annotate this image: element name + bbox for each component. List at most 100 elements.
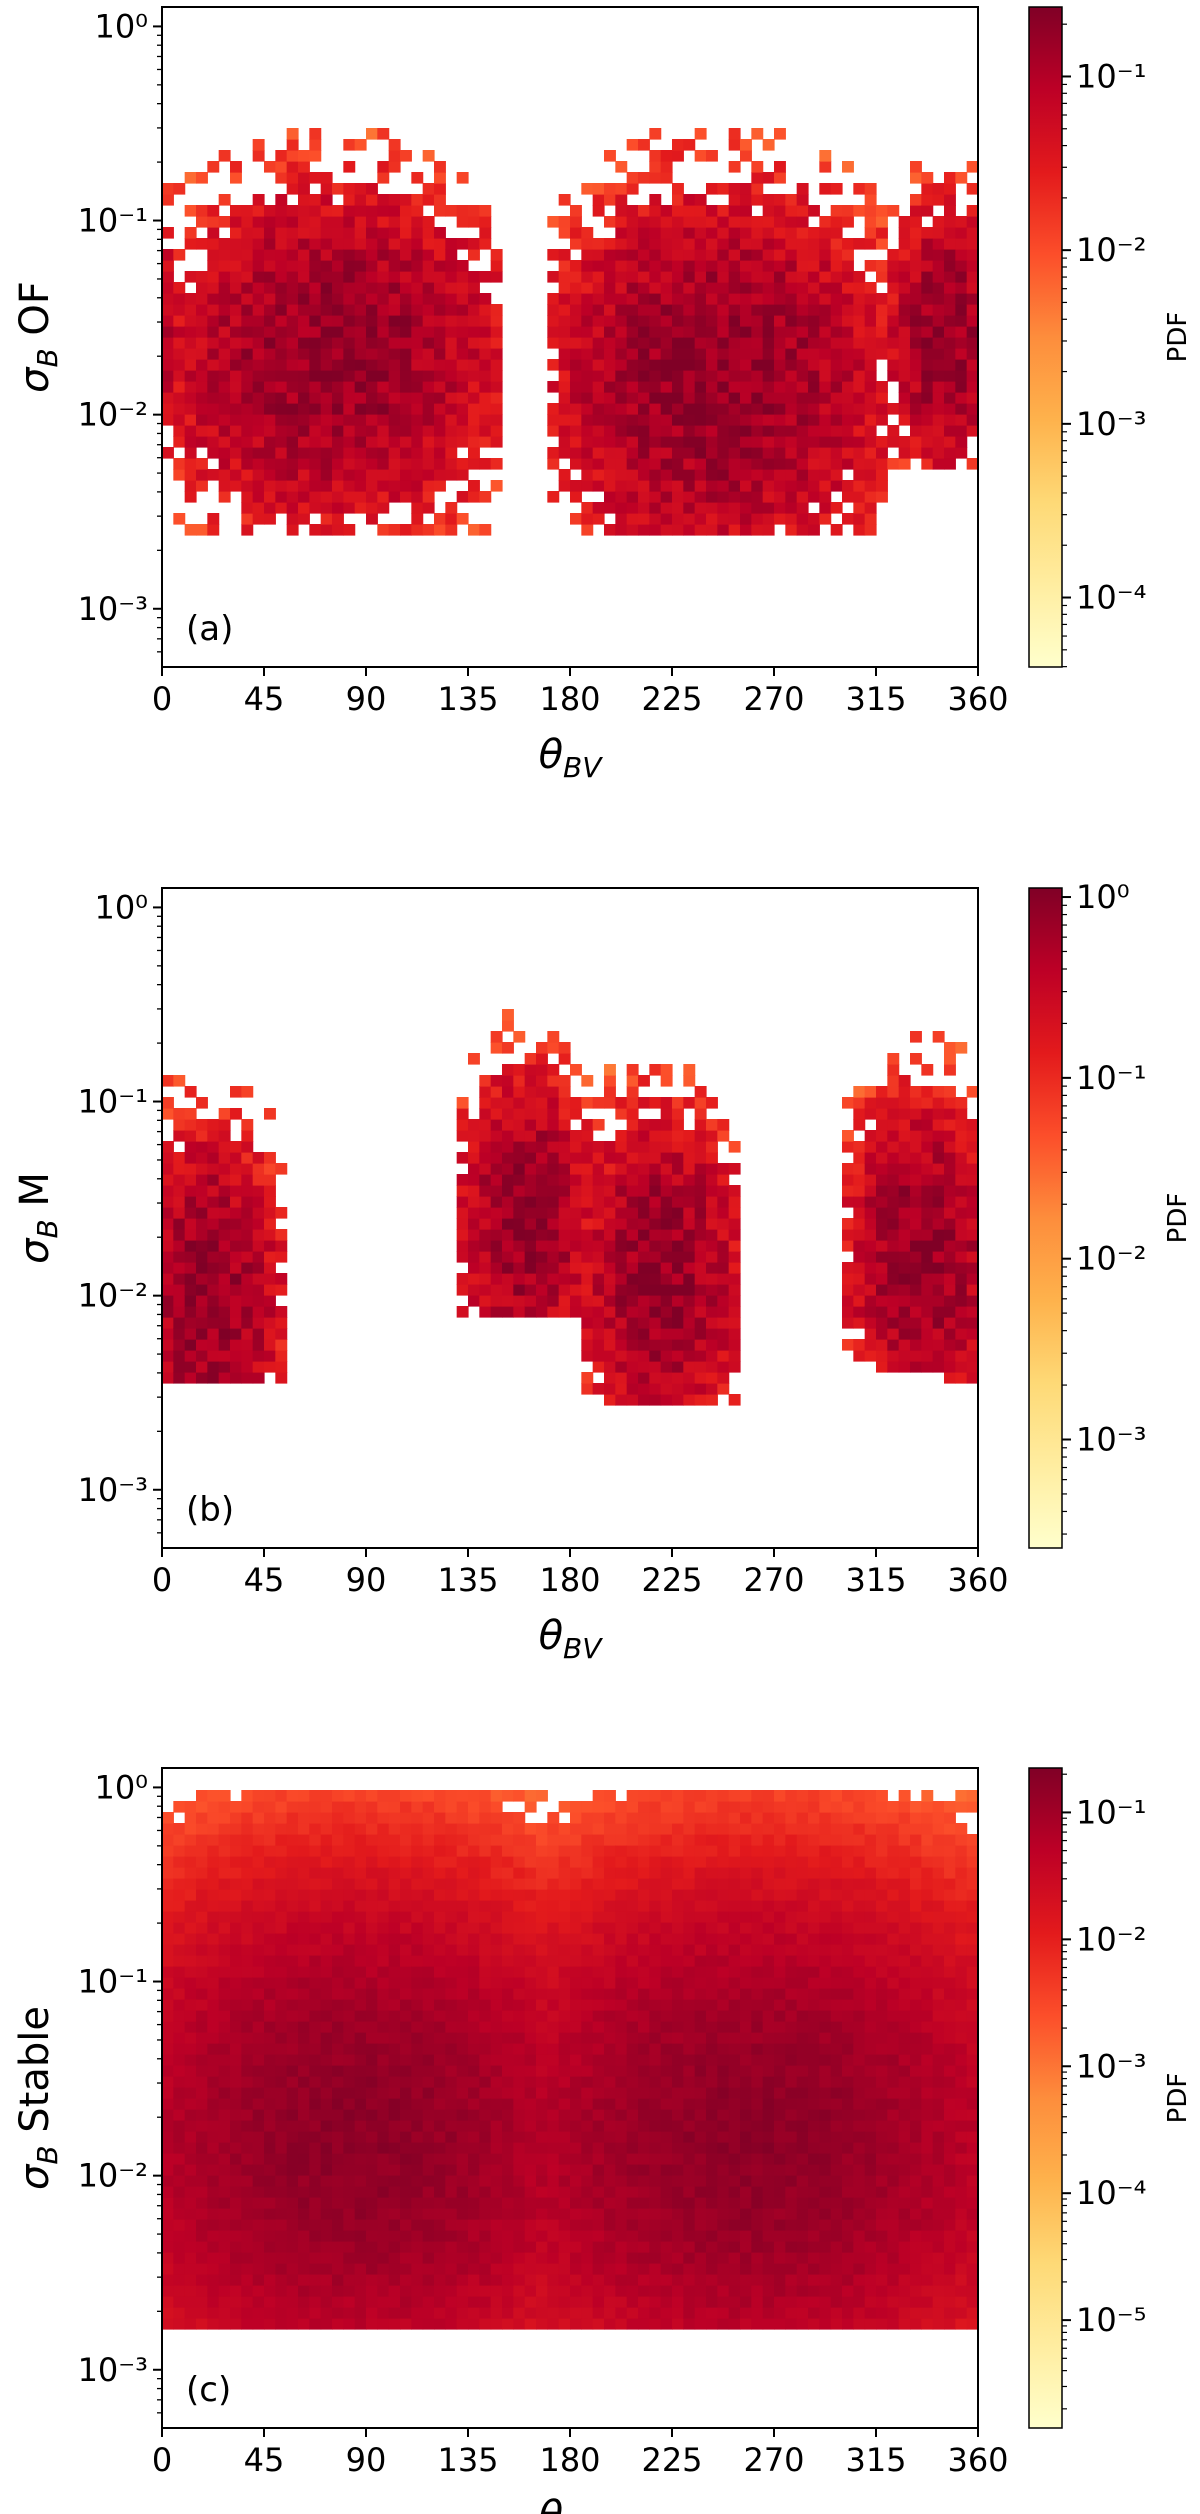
heatmap-cell xyxy=(513,1229,526,1241)
heatmap-cell xyxy=(309,150,322,162)
heatmap-cell xyxy=(910,293,922,305)
heatmap-cell xyxy=(819,304,832,316)
heatmap-cell xyxy=(683,227,696,239)
heatmap-cell xyxy=(332,271,344,283)
heatmap-cell xyxy=(252,1812,265,1824)
heatmap-cell xyxy=(694,271,707,283)
heatmap-cell xyxy=(536,2098,548,2110)
heatmap-cell xyxy=(230,2087,242,2099)
heatmap-cell xyxy=(921,172,934,184)
heatmap-cell xyxy=(864,1141,877,1153)
heatmap-cell xyxy=(411,2076,424,2088)
heatmap-cell xyxy=(490,337,503,349)
heatmap-cell xyxy=(479,2120,492,2132)
heatmap-cell xyxy=(955,1207,968,1219)
heatmap-cell xyxy=(604,1075,616,1087)
heatmap-cell xyxy=(468,2032,480,2044)
heatmap-cell xyxy=(252,2219,265,2231)
heatmap-cell xyxy=(320,1999,333,2011)
heatmap-cell xyxy=(252,1350,265,1362)
heatmap-cell xyxy=(660,348,673,360)
heatmap-cell xyxy=(456,2109,469,2121)
heatmap-cell xyxy=(343,249,356,261)
heatmap-cell xyxy=(604,150,616,162)
heatmap-cell xyxy=(309,2043,322,2055)
heatmap-cell xyxy=(694,1339,707,1351)
heatmap-cell xyxy=(468,1801,480,1813)
heatmap-cell xyxy=(377,1900,390,1912)
heatmap-cell xyxy=(524,1196,537,1208)
heatmap-cell xyxy=(309,502,322,514)
heatmap-cell xyxy=(411,1790,424,1802)
heatmap-cell xyxy=(604,1196,616,1208)
heatmap-cell xyxy=(966,1284,979,1296)
heatmap-cell xyxy=(196,1350,208,1362)
heatmap-cell xyxy=(513,2241,526,2253)
heatmap-cell xyxy=(196,1911,208,1923)
heatmap-cell xyxy=(740,304,752,316)
heatmap-cell xyxy=(887,304,900,316)
heatmap-cell xyxy=(774,282,786,294)
heatmap-cell xyxy=(366,271,378,283)
heatmap-cell xyxy=(762,502,775,514)
heatmap-cell xyxy=(581,1262,594,1274)
heatmap-cell xyxy=(218,1922,231,1934)
heatmap-cell xyxy=(309,260,322,272)
heatmap-cell xyxy=(377,2175,390,2187)
heatmap-cell xyxy=(184,1856,197,1868)
heatmap-cell xyxy=(252,1240,265,1252)
heatmap-cell xyxy=(728,1273,741,1285)
heatmap-cell xyxy=(162,2296,174,2308)
heatmap-cell xyxy=(502,2175,514,2187)
heatmap-cell xyxy=(286,1834,299,1846)
heatmap-cell xyxy=(332,513,344,525)
heatmap-cell xyxy=(230,1174,242,1186)
heatmap-cell xyxy=(694,1394,707,1406)
heatmap-cell xyxy=(910,359,922,371)
heatmap-cell xyxy=(694,1350,707,1362)
heatmap-cell xyxy=(241,513,254,525)
heatmap-cell xyxy=(536,1306,548,1318)
heatmap-cell xyxy=(173,1339,186,1351)
heatmap-cell xyxy=(819,337,832,349)
heatmap-cell xyxy=(717,304,730,316)
heatmap-cell xyxy=(604,238,616,250)
heatmap-cell xyxy=(332,2131,344,2143)
heatmap-cell xyxy=(184,172,197,184)
heatmap-cell xyxy=(887,1207,900,1219)
heatmap-cell xyxy=(513,1911,526,1923)
heatmap-cell xyxy=(785,227,798,239)
heatmap-cell xyxy=(751,172,764,184)
heatmap-cell xyxy=(898,1284,911,1296)
heatmap-cell xyxy=(411,1977,424,1989)
heatmap-cell xyxy=(400,216,412,228)
heatmap-cell xyxy=(400,260,412,272)
heatmap-cell xyxy=(615,348,628,360)
heatmap-cell xyxy=(366,205,378,217)
heatmap-cell xyxy=(672,1317,684,1329)
heatmap-cell xyxy=(422,2076,435,2088)
heatmap-cell xyxy=(513,1878,526,1890)
heatmap-cell xyxy=(377,425,390,437)
heatmap-cell xyxy=(411,2186,424,2198)
heatmap-cell xyxy=(286,2065,299,2077)
heatmap-cell xyxy=(955,392,968,404)
heatmap-cell xyxy=(717,1262,730,1274)
heatmap-cell xyxy=(468,2241,480,2253)
heatmap-cell xyxy=(706,403,718,415)
heatmap-cell xyxy=(445,2010,458,2022)
heatmap-cell xyxy=(524,2164,537,2176)
heatmap-cell xyxy=(728,194,741,206)
heatmap-cell xyxy=(252,315,265,327)
heatmap-cell xyxy=(887,1273,900,1285)
heatmap-cell xyxy=(445,436,458,448)
heatmap-cell xyxy=(785,249,798,261)
heatmap-cell xyxy=(207,1977,220,1989)
heatmap-cell xyxy=(343,1867,356,1879)
heatmap-cell xyxy=(230,1977,242,1989)
heatmap-cell xyxy=(264,480,276,492)
heatmap-cell xyxy=(944,1185,956,1197)
heatmap-cell xyxy=(241,1878,254,1890)
heatmap-cell xyxy=(638,293,650,305)
heatmap-cell xyxy=(252,1801,265,1813)
